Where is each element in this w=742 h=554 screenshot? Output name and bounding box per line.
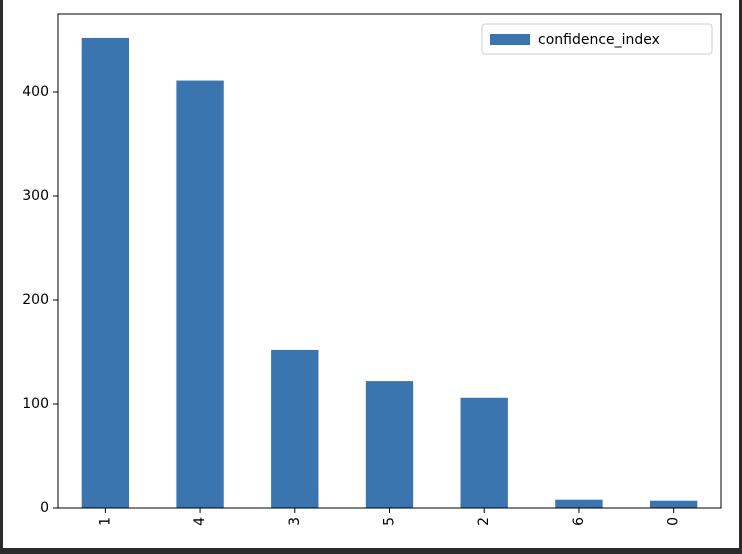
x-tick-label-3: 3 xyxy=(287,517,303,526)
y-axis: 0 100 200 300 400 xyxy=(22,84,58,516)
y-tick-label: 200 xyxy=(22,292,49,308)
x-tick-label-1: 1 xyxy=(97,517,113,526)
y-tick-label: 300 xyxy=(22,188,49,204)
y-tick-label: 400 xyxy=(22,84,49,100)
x-axis: 1 4 3 5 2 6 0 xyxy=(97,508,682,526)
bars-group xyxy=(81,37,698,509)
bar-0 xyxy=(649,500,698,508)
x-tick-label-0: 0 xyxy=(666,517,682,526)
legend: confidence_index xyxy=(481,23,713,55)
axes-frame xyxy=(57,13,722,509)
x-tick-label-4: 4 xyxy=(192,517,208,526)
chart-canvas: 0 100 200 300 400 1 4 3 5 2 6 0 confidence_index xyxy=(3,0,739,548)
legend-box xyxy=(481,23,713,55)
bar-2 xyxy=(460,397,508,508)
bar-5 xyxy=(365,381,414,508)
bar-3 xyxy=(271,349,319,508)
bar-4 xyxy=(176,80,224,508)
x-tick-label-5: 5 xyxy=(382,517,398,526)
bar-6 xyxy=(555,499,603,508)
x-tick-label-2: 2 xyxy=(476,517,492,526)
legend-swatch xyxy=(490,34,530,45)
bar-chart: 0 100 200 300 400 1 4 3 5 2 6 0 confidence_index xyxy=(22,13,722,526)
x-tick-label-6: 6 xyxy=(571,517,587,526)
legend-label: confidence_index xyxy=(538,32,660,48)
bar-1 xyxy=(81,37,130,509)
y-tick-label: 100 xyxy=(22,396,49,412)
y-tick-label: 0 xyxy=(40,500,49,516)
